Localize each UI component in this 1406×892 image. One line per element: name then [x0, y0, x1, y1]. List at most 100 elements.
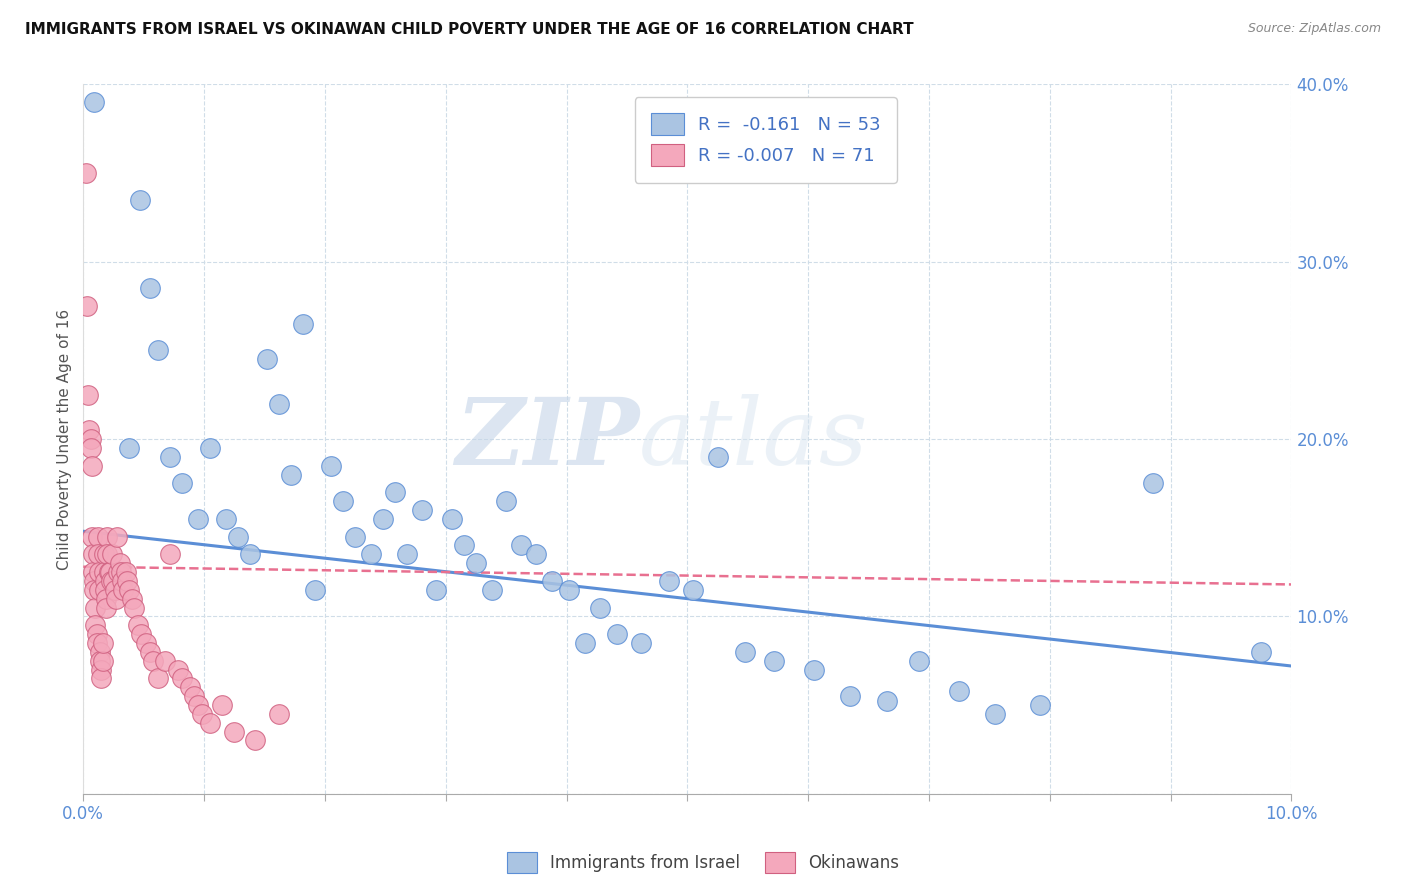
- Point: [89, 654, 111, 668]
- Point: [384, 485, 406, 500]
- Point: [187, 698, 209, 712]
- Point: [148, 343, 170, 358]
- Point: [79, 441, 101, 455]
- Point: [734, 645, 756, 659]
- Point: [89, 645, 111, 659]
- Point: [332, 494, 354, 508]
- Point: [129, 627, 152, 641]
- Point: [304, 582, 326, 597]
- Point: [172, 672, 194, 686]
- Point: [267, 706, 290, 721]
- Point: [558, 582, 581, 597]
- Point: [82, 565, 104, 579]
- Point: [187, 512, 209, 526]
- Point: [1142, 476, 1164, 491]
- Point: [211, 698, 233, 712]
- Point: [96, 530, 118, 544]
- Point: [344, 530, 367, 544]
- Point: [79, 432, 101, 446]
- Point: [90, 672, 112, 686]
- Point: [425, 582, 447, 597]
- Point: [179, 681, 201, 695]
- Point: [159, 547, 181, 561]
- Point: [166, 663, 188, 677]
- Point: [110, 565, 132, 579]
- Point: [83, 95, 105, 110]
- Point: [495, 494, 517, 508]
- Point: [267, 396, 290, 410]
- Point: [79, 423, 101, 437]
- Point: [103, 574, 125, 588]
- Point: [148, 672, 170, 686]
- Point: [139, 281, 162, 295]
- Point: [91, 636, 114, 650]
- Point: [198, 441, 221, 455]
- Point: [121, 591, 143, 606]
- Point: [83, 582, 105, 597]
- Point: [118, 441, 141, 455]
- Point: [96, 591, 118, 606]
- Point: [682, 582, 704, 597]
- Point: [453, 538, 475, 552]
- Point: [589, 600, 612, 615]
- Point: [908, 654, 931, 668]
- Point: [481, 582, 503, 597]
- Point: [292, 317, 315, 331]
- Point: [803, 663, 825, 677]
- Text: Source: ZipAtlas.com: Source: ZipAtlas.com: [1247, 22, 1381, 36]
- Point: [411, 503, 433, 517]
- Point: [84, 600, 107, 615]
- Point: [80, 458, 103, 473]
- Point: [96, 547, 118, 561]
- Legend: R =  -0.161   N = 53, R = -0.007   N = 71: R = -0.161 N = 53, R = -0.007 N = 71: [636, 97, 897, 183]
- Point: [104, 582, 127, 597]
- Point: [159, 450, 181, 464]
- Point: [319, 458, 342, 473]
- Point: [94, 582, 117, 597]
- Point: [574, 636, 596, 650]
- Point: [80, 530, 103, 544]
- Point: [243, 733, 266, 747]
- Point: [94, 574, 117, 588]
- Point: [440, 512, 463, 526]
- Point: [107, 565, 129, 579]
- Point: [396, 547, 419, 561]
- Point: [87, 582, 110, 597]
- Point: [541, 574, 564, 588]
- Point: [135, 636, 157, 650]
- Point: [87, 530, 110, 544]
- Point: [104, 591, 127, 606]
- Point: [226, 530, 249, 544]
- Point: [100, 574, 122, 588]
- Point: [82, 547, 104, 561]
- Point: [93, 565, 115, 579]
- Point: [1029, 698, 1052, 712]
- Point: [76, 299, 98, 313]
- Point: [984, 706, 1007, 721]
- Point: [465, 556, 488, 570]
- Point: [75, 166, 97, 180]
- Point: [142, 654, 165, 668]
- Text: ZIP: ZIP: [454, 394, 640, 484]
- Point: [86, 636, 108, 650]
- Point: [108, 556, 131, 570]
- Point: [111, 574, 134, 588]
- Point: [360, 547, 382, 561]
- Point: [98, 565, 121, 579]
- Point: [190, 706, 212, 721]
- Point: [115, 574, 138, 588]
- Point: [101, 547, 124, 561]
- Text: IMMIGRANTS FROM ISRAEL VS OKINAWAN CHILD POVERTY UNDER THE AGE OF 16 CORRELATION: IMMIGRANTS FROM ISRAEL VS OKINAWAN CHILD…: [25, 22, 914, 37]
- Point: [706, 450, 728, 464]
- Point: [90, 663, 112, 677]
- Point: [371, 512, 394, 526]
- Point: [606, 627, 628, 641]
- Point: [77, 388, 100, 402]
- Point: [198, 715, 221, 730]
- Point: [97, 565, 120, 579]
- Point: [1250, 645, 1272, 659]
- Point: [172, 476, 194, 491]
- Point: [224, 724, 246, 739]
- Point: [87, 565, 110, 579]
- Point: [93, 547, 115, 561]
